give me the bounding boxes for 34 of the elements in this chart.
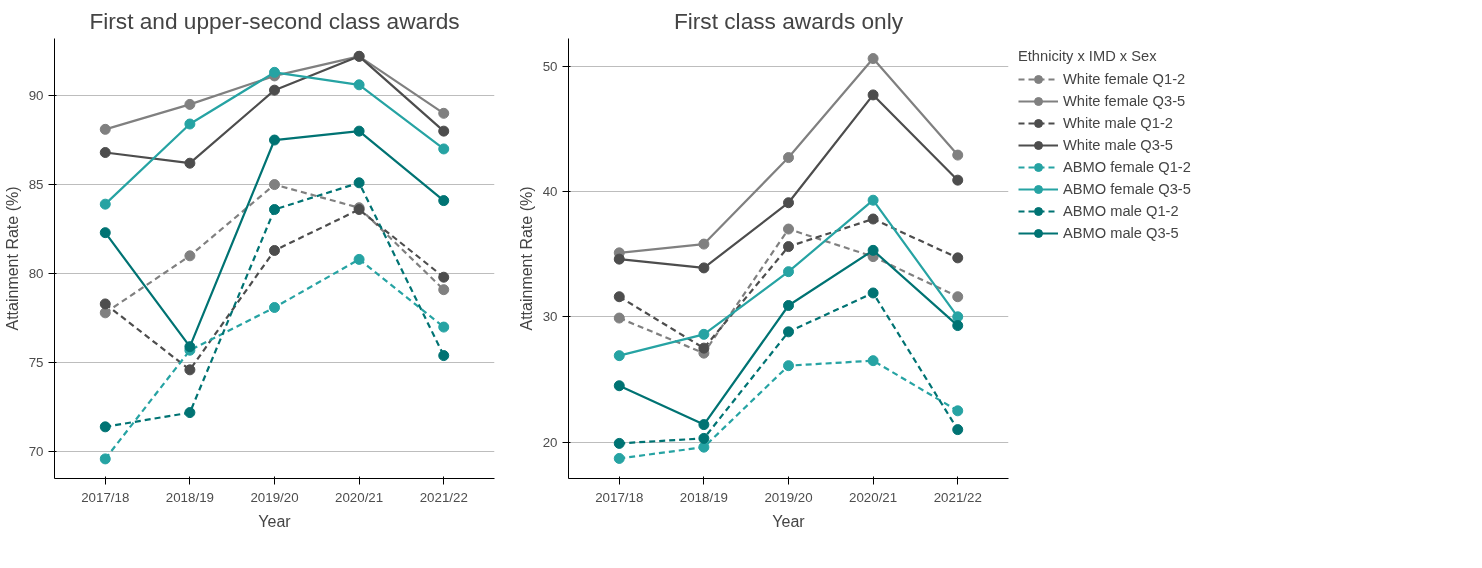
x-tick-label: 2018/19	[165, 489, 214, 505]
y-tick-label: 50	[542, 58, 558, 74]
y-tick-label: 20	[542, 434, 558, 450]
x-tick-label: 2020/21	[335, 489, 384, 505]
legend-label: White female Q1-2	[1063, 71, 1186, 87]
y-tick-label: 30	[542, 309, 558, 325]
y-tick-label: 85	[28, 177, 44, 193]
x-axis-title: Year	[258, 512, 292, 530]
x-tick-label: 2017/18	[81, 489, 130, 505]
x-tick-label: 2021/22	[419, 489, 468, 505]
y-axis-title: Attainment Rate (%)	[3, 186, 21, 331]
x-tick-label: 2018/19	[679, 489, 728, 505]
legend-label: ABMO female Q1-2	[1063, 159, 1191, 175]
y-axis-title: Attainment Rate (%)	[517, 186, 535, 331]
legend-title: Ethnicity x IMD x Sex	[1018, 48, 1158, 64]
y-tick-label: 40	[542, 183, 558, 199]
x-tick-label: 2020/21	[849, 489, 898, 505]
legend-label: ABMO male Q1-2	[1063, 203, 1179, 219]
y-tick-label: 80	[28, 266, 44, 282]
chart-title: First class awards only	[673, 7, 904, 34]
legend-label: ABMO female Q3-5	[1063, 181, 1191, 197]
x-axis-title: Year	[772, 512, 806, 530]
legend-label: White male Q3-5	[1063, 137, 1173, 153]
x-tick-label: 2019/20	[764, 489, 813, 505]
x-tick-label: 2021/22	[933, 489, 982, 505]
y-tick-label: 90	[28, 88, 44, 103]
chart-title: First and upper-second class awards	[89, 7, 460, 34]
y-tick-label: 75	[28, 355, 44, 371]
legend-label: White male Q1-2	[1063, 115, 1173, 131]
legend-label: White female Q3-5	[1063, 93, 1186, 109]
legend-label: ABMO male Q3-5	[1063, 225, 1179, 241]
x-tick-label: 2019/20	[250, 489, 299, 505]
y-tick-label: 70	[28, 444, 44, 460]
x-tick-label: 2017/18	[595, 489, 644, 505]
